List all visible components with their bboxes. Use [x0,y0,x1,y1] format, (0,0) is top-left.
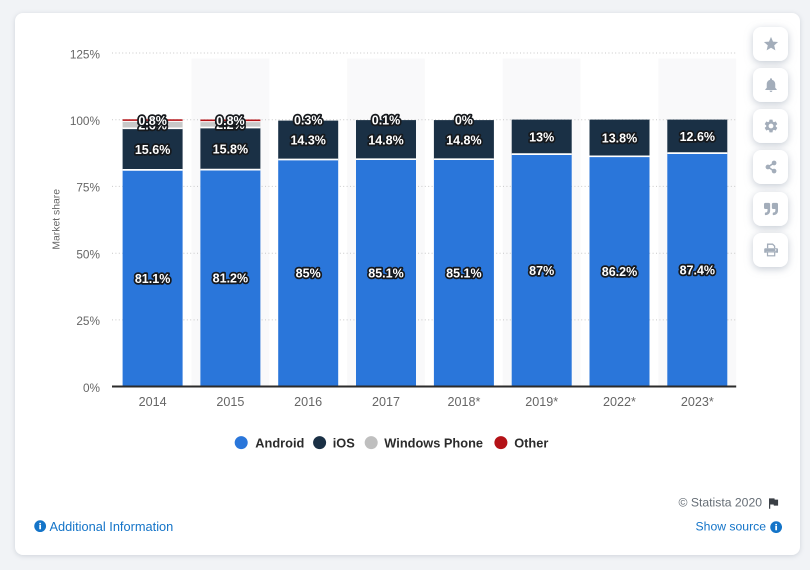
svg-text:2018*: 2018* [447,395,480,409]
svg-text:86.2%: 86.2% [602,265,637,279]
svg-text:125%: 125% [70,47,101,61]
svg-text:0.8%: 0.8% [216,114,245,128]
svg-text:2022*: 2022* [603,395,636,409]
svg-text:15.6%: 15.6% [135,143,170,157]
svg-text:87%: 87% [529,264,554,278]
svg-text:2017: 2017 [372,395,400,409]
svg-text:14.8%: 14.8% [446,133,481,147]
svg-text:Show source: Show source [696,520,767,534]
svg-text:0%: 0% [455,113,473,127]
svg-text:0.1%: 0.1% [372,113,401,127]
svg-text:13.8%: 13.8% [602,132,637,146]
svg-text:81.1%: 81.1% [135,272,170,286]
svg-text:2015: 2015 [216,395,244,409]
svg-text:Other: Other [514,435,548,450]
svg-text:12.6%: 12.6% [680,130,715,144]
svg-text:100%: 100% [70,114,101,128]
svg-text:85.1%: 85.1% [446,266,481,280]
svg-text:15.8%: 15.8% [213,142,248,156]
svg-text:75%: 75% [76,181,100,195]
svg-text:iOS: iOS [333,435,356,450]
svg-text:50%: 50% [76,248,100,262]
svg-text:Android: Android [255,435,304,450]
svg-text:Windows Phone: Windows Phone [384,435,483,450]
svg-text:85%: 85% [296,267,321,281]
svg-text:0.8%: 0.8% [138,114,167,128]
svg-text:2016: 2016 [294,395,322,409]
svg-text:Additional Information: Additional Information [50,519,174,534]
svg-text:2.6%: 2.6% [138,119,167,133]
svg-text:0.3%: 0.3% [294,113,323,127]
svg-text:85.1%: 85.1% [368,266,403,280]
svg-text:2014: 2014 [139,395,167,409]
svg-text:14.8%: 14.8% [368,133,403,147]
svg-text:87.4%: 87.4% [680,263,715,277]
svg-text:2019*: 2019* [525,395,558,409]
svg-text:Market share: Market share [51,189,62,250]
svg-text:13%: 13% [529,131,554,145]
svg-text:81.2%: 81.2% [213,272,248,286]
svg-text:0%: 0% [83,381,101,395]
svg-text:2.2%: 2.2% [216,118,245,132]
svg-text:2023*: 2023* [681,395,714,409]
svg-text:25%: 25% [76,314,100,328]
svg-text:14.3%: 14.3% [290,134,325,148]
svg-text:© Statista 2020: © Statista 2020 [678,496,762,510]
